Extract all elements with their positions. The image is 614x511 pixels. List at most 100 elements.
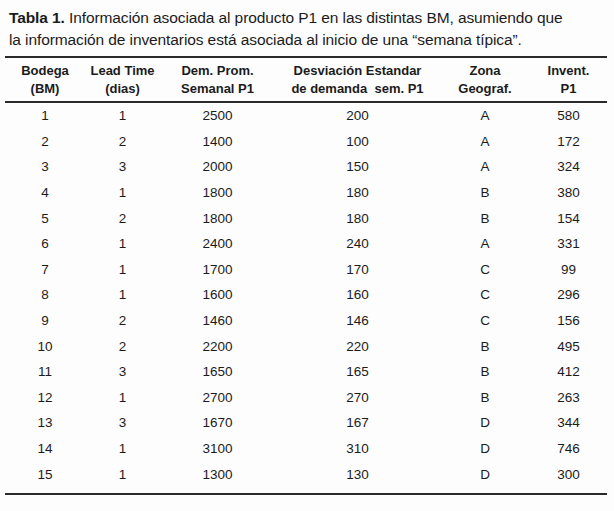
table-cell: 165 <box>275 359 440 385</box>
table-cell: 2 <box>85 129 160 155</box>
table-row: 411800180B380 <box>5 180 607 206</box>
column-header-line: (BM) <box>5 80 85 98</box>
table-cell: 2200 <box>160 333 275 359</box>
table-cell: 3 <box>85 359 160 385</box>
table-cell: 240 <box>275 231 440 257</box>
table-cell: 1670 <box>160 410 275 436</box>
column-header-line: P1 <box>530 80 607 98</box>
header-row: Bodega (BM) Lead Time (dias) Dem. Prom. … <box>5 57 607 102</box>
table-cell: 580 <box>530 102 607 129</box>
table-cell: 1400 <box>160 129 275 155</box>
table-cell: 300 <box>530 461 607 494</box>
table-cell: 1 <box>85 231 160 257</box>
table-row: 1212700270B263 <box>5 385 607 411</box>
table-cell: 8 <box>5 282 85 308</box>
table-cell: 11 <box>5 359 85 385</box>
table-cell: 15 <box>5 461 85 494</box>
table-cell: 3 <box>85 410 160 436</box>
column-header-lead-time: Lead Time (dias) <box>85 57 160 102</box>
table-cell: 2400 <box>160 231 275 257</box>
table-cell: 160 <box>275 282 440 308</box>
column-header-zona: Zona Geograf. <box>440 57 530 102</box>
table-cell: 180 <box>275 180 440 206</box>
table-cell: 1460 <box>160 308 275 334</box>
table-row: 521800180B154 <box>5 205 607 231</box>
table-cell: 2000 <box>160 154 275 180</box>
table-cell: 1 <box>85 180 160 206</box>
table-cell: B <box>440 385 530 411</box>
column-header-dem-prom: Dem. Prom. Semanal P1 <box>160 57 275 102</box>
table-row: 221400100A172 <box>5 129 607 155</box>
table-cell: 100 <box>275 129 440 155</box>
table-cell: 2 <box>85 308 160 334</box>
table-cell: 1 <box>85 385 160 411</box>
table-cell: 344 <box>530 410 607 436</box>
table-cell: 296 <box>530 282 607 308</box>
table-cell: 1800 <box>160 180 275 206</box>
column-header-line: (dias) <box>85 80 160 98</box>
table-cell: B <box>440 333 530 359</box>
table-caption: Tabla 1. Información asociada al product… <box>9 7 606 50</box>
column-header-desviacion: Desviación Estandar de demanda sem. P1 <box>275 57 440 102</box>
table-cell: 2 <box>85 333 160 359</box>
table-cell: 12 <box>5 385 85 411</box>
table-row: 1331670167D344 <box>5 410 607 436</box>
table-cell: B <box>440 359 530 385</box>
table-cell: D <box>440 436 530 462</box>
table-cell: 2700 <box>160 385 275 411</box>
table-cell: 7 <box>5 257 85 283</box>
table-cell: 263 <box>530 385 607 411</box>
table-caption-line1: Tabla 1. Información asociada al product… <box>9 7 606 29</box>
table-caption-line2: la información de inventarios está asoci… <box>9 29 606 51</box>
column-header-line: Desviación Estandar <box>275 62 440 80</box>
table-cell: A <box>440 154 530 180</box>
table-cell: 1600 <box>160 282 275 308</box>
table-cell: 180 <box>275 205 440 231</box>
table-cell: 167 <box>275 410 440 436</box>
table-cell: 380 <box>530 180 607 206</box>
table-cell: 3100 <box>160 436 275 462</box>
table-row: 1413100310D746 <box>5 436 607 462</box>
table-cell: 310 <box>275 436 440 462</box>
table-cell: 13 <box>5 410 85 436</box>
table-row: 612400240A331 <box>5 231 607 257</box>
table-cell: C <box>440 282 530 308</box>
table-row: 1022200220B495 <box>5 333 607 359</box>
table-caption-text1: Información asociada al producto P1 en l… <box>69 9 563 26</box>
table-cell: 150 <box>275 154 440 180</box>
table-cell: 14 <box>5 436 85 462</box>
table-body: 112500200A580221400100A172332000150A3244… <box>5 102 607 494</box>
table-cell: 1700 <box>160 257 275 283</box>
table-cell: 200 <box>275 102 440 129</box>
table-cell: 130 <box>275 461 440 494</box>
table-cell: 1 <box>85 257 160 283</box>
page: Tabla 1. Información asociada al product… <box>0 0 614 511</box>
table-cell: 172 <box>530 129 607 155</box>
table-cell: 1650 <box>160 359 275 385</box>
table-cell: 2 <box>5 129 85 155</box>
table-cell: 1 <box>85 436 160 462</box>
column-header-line: Semanal P1 <box>160 80 275 98</box>
column-header-line: Zona <box>440 62 530 80</box>
table-cell: A <box>440 231 530 257</box>
column-header-line: Dem. Prom. <box>160 62 275 80</box>
table-cell: C <box>440 257 530 283</box>
table-cell: 99 <box>530 257 607 283</box>
table-cell: 412 <box>530 359 607 385</box>
table-cell: 1 <box>85 282 160 308</box>
table-cell: D <box>440 461 530 494</box>
table-cell: 1300 <box>160 461 275 494</box>
table-cell: 146 <box>275 308 440 334</box>
table-cell: 9 <box>5 308 85 334</box>
table-cell: 1 <box>85 102 160 129</box>
table-cell: 2500 <box>160 102 275 129</box>
table-cell: 3 <box>85 154 160 180</box>
table-cell: 10 <box>5 333 85 359</box>
table-row: 1131650165B412 <box>5 359 607 385</box>
table-row: 811600160C296 <box>5 282 607 308</box>
table-cell: 220 <box>275 333 440 359</box>
table-cell: B <box>440 205 530 231</box>
table-cell: A <box>440 102 530 129</box>
data-table: Bodega (BM) Lead Time (dias) Dem. Prom. … <box>5 56 607 495</box>
table-cell: 270 <box>275 385 440 411</box>
